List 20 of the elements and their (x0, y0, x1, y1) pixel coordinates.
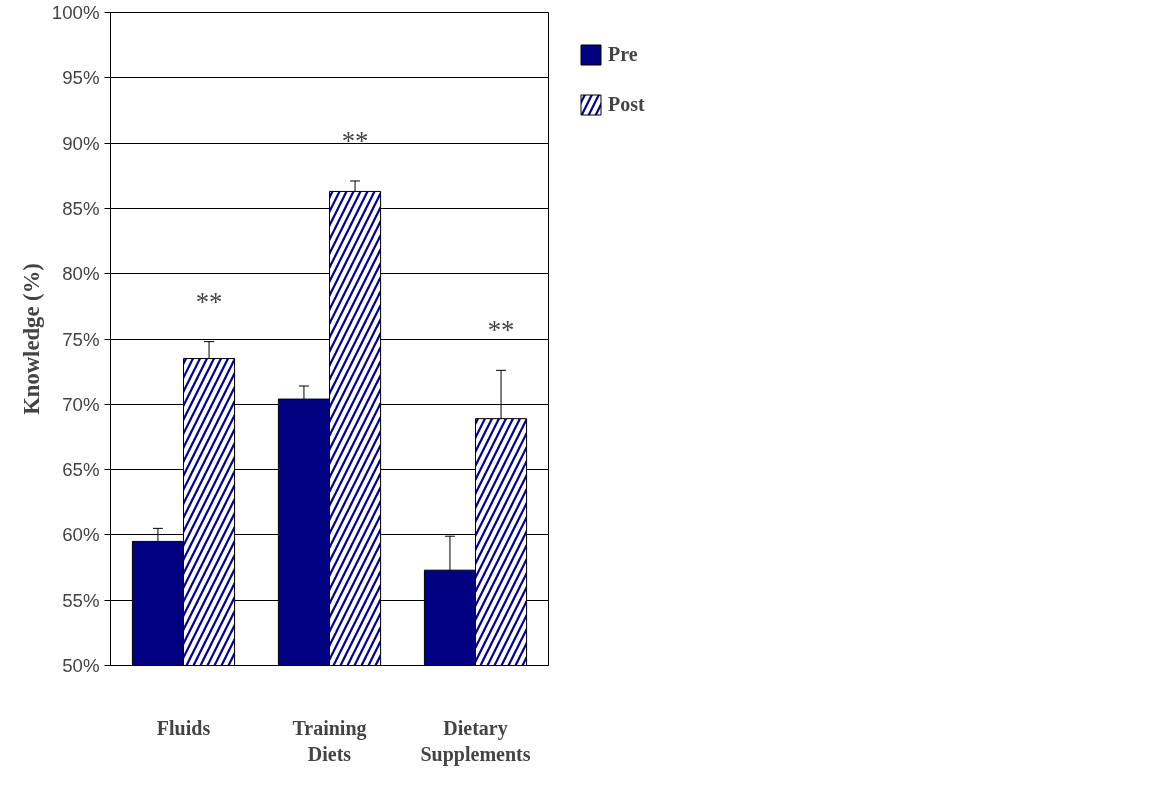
annotation: ** (195, 286, 223, 317)
y-tick-label: 85% (62, 197, 100, 219)
x-tick-label: Fluids (156, 716, 211, 739)
y-tick-label: 50% (62, 655, 100, 676)
y-tick-label: 95% (62, 67, 100, 89)
y-tick-label: 80% (62, 263, 100, 285)
y-tick-label: 100% (51, 2, 100, 23)
x-tick-label: Dietary Supplements (420, 716, 531, 766)
y-tick-label: 60% (62, 524, 100, 546)
annotation: ** (341, 125, 369, 156)
x-tick-label: Training Diets (292, 716, 367, 765)
y-tick-label: 90% (62, 132, 100, 154)
y-tick-label: 70% (62, 393, 100, 415)
legend-label: Pre (608, 43, 638, 66)
y-tick-label: 75% (62, 328, 100, 350)
y-tick-label: 55% (62, 589, 100, 611)
y-axis-title: Knowledge (%) (18, 263, 44, 415)
legend-label: Post (608, 93, 645, 116)
annotation: ** (487, 315, 515, 346)
y-tick-label: 65% (62, 459, 100, 481)
